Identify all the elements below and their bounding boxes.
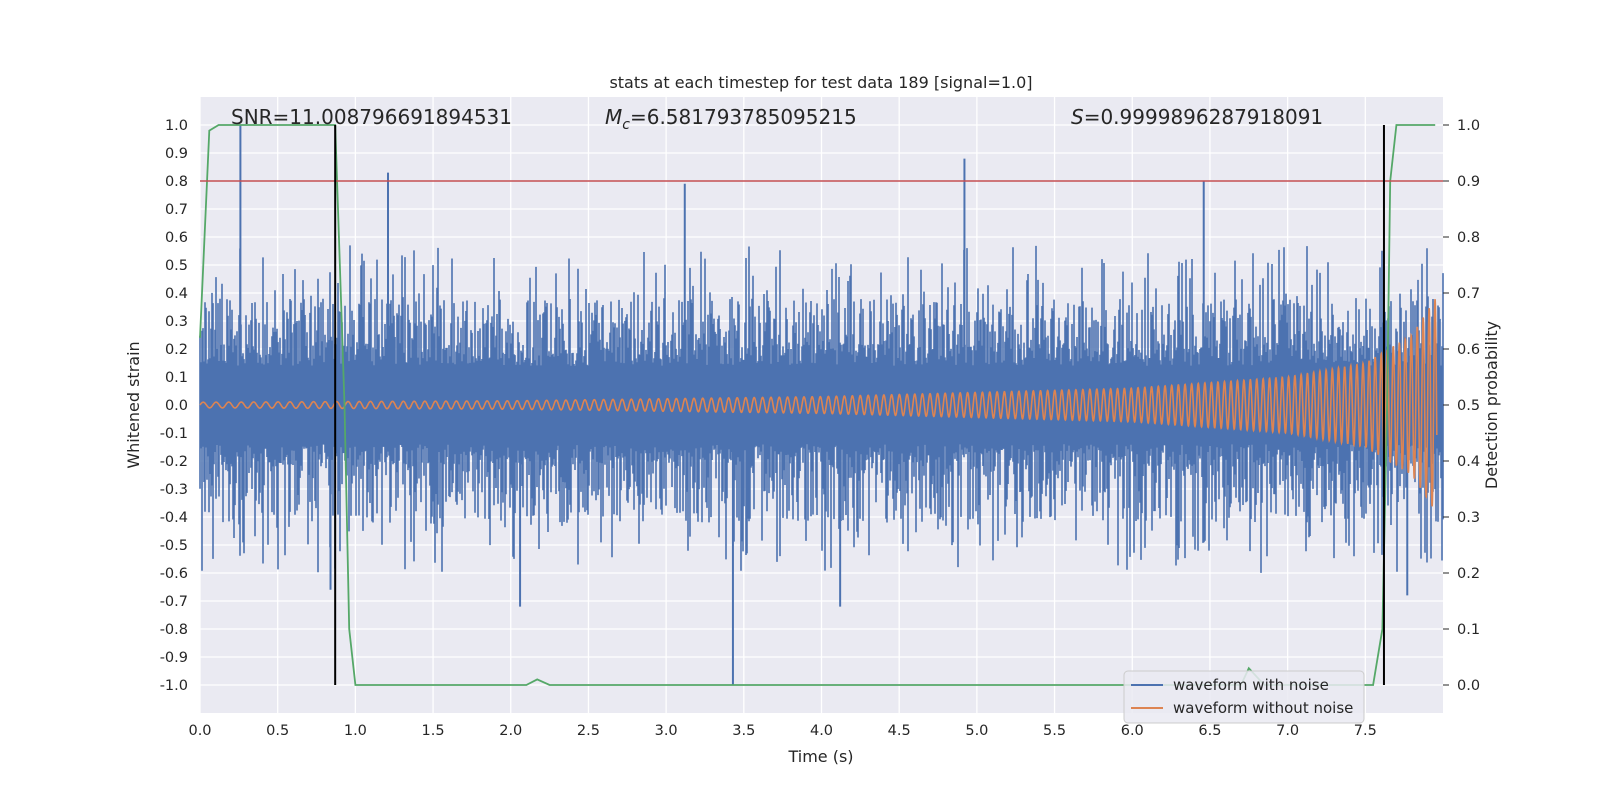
x-tick-label: 5.0 bbox=[965, 723, 988, 739]
y2-tick-label: 0.2 bbox=[1457, 566, 1480, 582]
y-tick-label: -0.1 bbox=[160, 426, 188, 442]
legend-label-clean: waveform without noise bbox=[1173, 699, 1353, 717]
y-tick-label: -1.0 bbox=[160, 678, 188, 694]
y-tick-label: 0.3 bbox=[165, 314, 188, 330]
x-tick-label: 4.5 bbox=[888, 723, 911, 739]
chirp-mass-symbol: M bbox=[605, 105, 622, 129]
y-axis-label: Whitened strain bbox=[124, 341, 143, 468]
y2-tick-label: 1.0 bbox=[1457, 118, 1480, 134]
y-tick-label: -0.4 bbox=[160, 510, 188, 526]
x-tick-label: 3.5 bbox=[732, 723, 755, 739]
y-tick-label: 0.1 bbox=[165, 370, 188, 386]
legend-label-noisy: waveform with noise bbox=[1173, 676, 1329, 694]
x-tick-label: 2.5 bbox=[577, 723, 600, 739]
score-symbol: S bbox=[1071, 105, 1084, 129]
y2-tick-label: 0.6 bbox=[1457, 342, 1480, 358]
y-tick-label: -0.5 bbox=[160, 538, 188, 554]
snr-annotation: SNR=11.008796691894531 bbox=[231, 105, 512, 129]
y-tick-label: -0.6 bbox=[160, 566, 188, 582]
y-tick-label: 0.5 bbox=[165, 258, 188, 274]
x-tick-label: 4.0 bbox=[810, 723, 833, 739]
y-tick-label: -0.2 bbox=[160, 454, 188, 470]
x-tick-label: 7.5 bbox=[1354, 723, 1377, 739]
y-tick-label: -0.3 bbox=[160, 482, 188, 498]
y-tick-label: 0.6 bbox=[165, 230, 188, 246]
tick-labels: 0.0 0.5 1.0 1.5 2.0 2.5 3.0 3.5 4.0 4.5 5.0 5.5 6.0 6… bbox=[160, 118, 1480, 739]
chirp-mass-subscript: c bbox=[622, 117, 630, 133]
score-value: =0.9999896287918091 bbox=[1084, 105, 1323, 129]
y2-tick-label: 0.1 bbox=[1457, 622, 1480, 638]
clean-waveform-trace bbox=[199, 298, 1438, 507]
x-tick-label: 7.0 bbox=[1276, 723, 1299, 739]
chirp-mass-annotation: Mc=6.581793785095215 bbox=[605, 105, 857, 133]
chirp-mass-value: =6.581793785095215 bbox=[630, 105, 857, 129]
y-tick-label: -0.7 bbox=[160, 594, 188, 610]
y2-tick-label: 0.5 bbox=[1457, 398, 1480, 414]
series-waveform-without-noise bbox=[199, 298, 1438, 507]
x-axis-label: Time (s) bbox=[787, 747, 853, 766]
x-tick-label: 3.0 bbox=[655, 723, 678, 739]
y2-tick-label: 0.4 bbox=[1457, 454, 1480, 470]
legend: waveform with noise waveform without noi… bbox=[1123, 670, 1365, 724]
y2-tick-label: 0.8 bbox=[1457, 230, 1480, 246]
y-tick-label: 0.2 bbox=[165, 342, 188, 358]
y-tick-label: 0.7 bbox=[165, 202, 188, 218]
y-tick-label: 1.0 bbox=[165, 118, 188, 134]
y2-tick-label: 0.7 bbox=[1457, 286, 1480, 302]
y2-tick-label: 0.3 bbox=[1457, 510, 1480, 526]
x-tick-label: 2.0 bbox=[499, 723, 522, 739]
y-tick-label: 0.9 bbox=[165, 146, 188, 162]
chart-title: stats at each timestep for test data 189… bbox=[609, 73, 1032, 92]
x-tick-label: 1.0 bbox=[344, 723, 367, 739]
reference-lines bbox=[200, 125, 1443, 685]
x-tick-label: 5.5 bbox=[1043, 723, 1066, 739]
x-tick-label: 0.5 bbox=[266, 723, 289, 739]
y2-tick-label: 0.9 bbox=[1457, 174, 1480, 190]
x-tick-label: 6.0 bbox=[1121, 723, 1144, 739]
y2-tick-label: 0.0 bbox=[1457, 678, 1480, 694]
x-tick-label: 1.5 bbox=[422, 723, 445, 739]
y-tick-label: 0.4 bbox=[165, 286, 188, 302]
y-tick-label: -0.9 bbox=[160, 650, 188, 666]
y-tick-label: -0.8 bbox=[160, 622, 188, 638]
legend-box bbox=[1123, 670, 1365, 724]
y2-axis-label: Detection probability bbox=[1482, 321, 1501, 489]
x-tick-label: 6.5 bbox=[1198, 723, 1221, 739]
score-annotation: S=0.9999896287918091 bbox=[1071, 105, 1323, 129]
x-tick-label: 0.0 bbox=[188, 723, 211, 739]
y-tick-label: 0.0 bbox=[165, 398, 188, 414]
y-tick-label: 0.8 bbox=[165, 174, 188, 190]
